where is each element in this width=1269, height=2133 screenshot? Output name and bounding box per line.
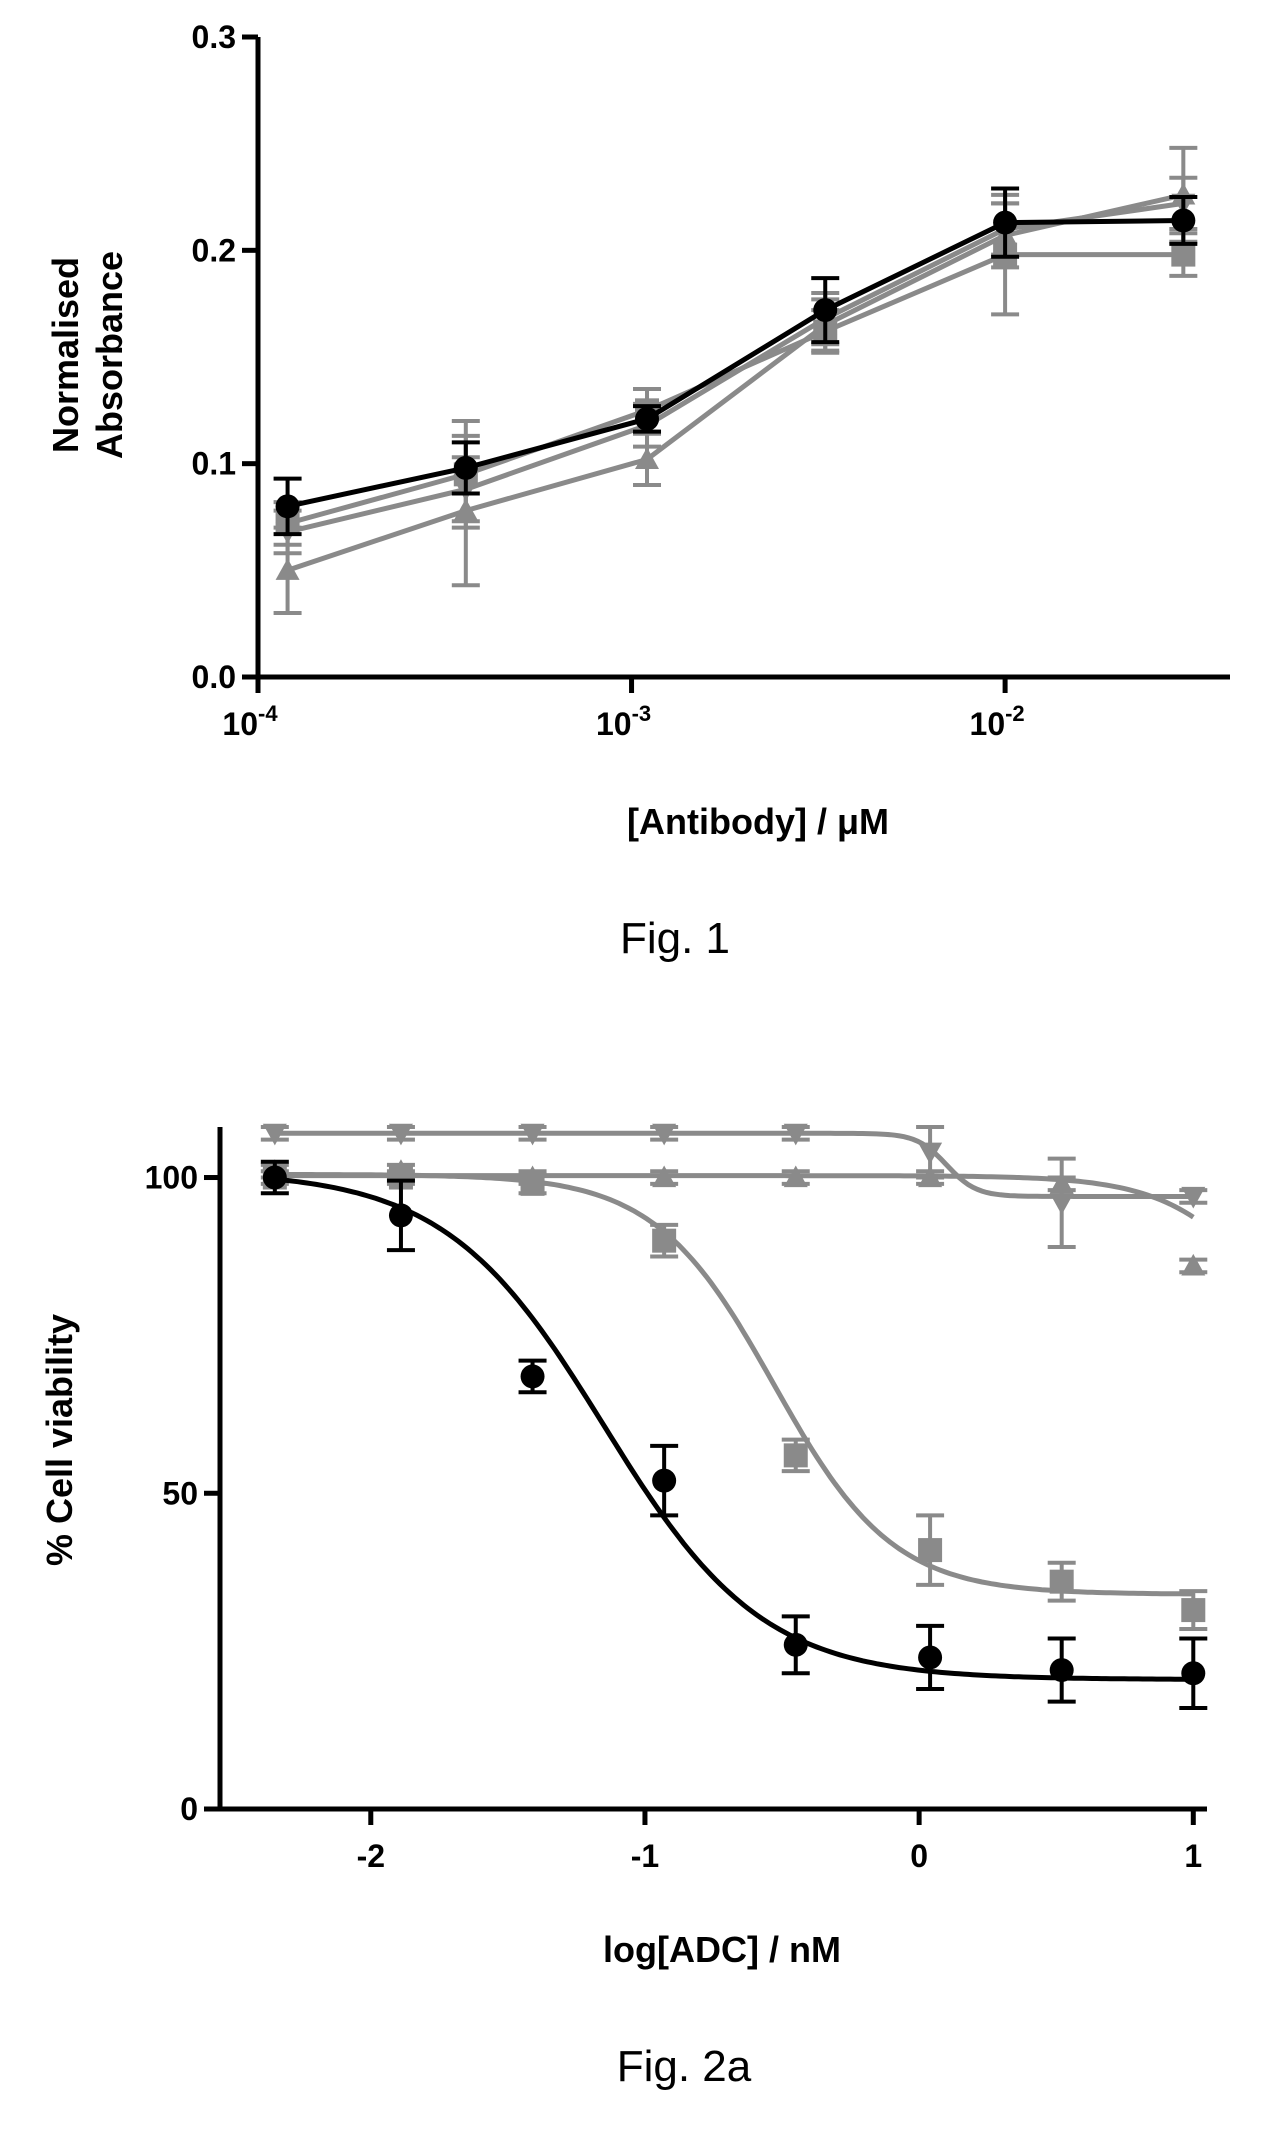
chart-fig1: 0.0 0.1 0.2 0.3 10-4 10-3 10-2 Normalised Abs… xyxy=(45,19,1230,963)
y-tick-label-fig2a: 100 xyxy=(145,1160,198,1196)
y-tick-label-fig1: 0.0 xyxy=(192,659,236,695)
y-tick-label-fig1: 0.3 xyxy=(192,19,236,55)
x-ticks-fig1: 10-4 10-3 10-2 xyxy=(222,677,1025,742)
caption-fig1: Fig. 1 xyxy=(620,914,730,963)
data-point-circle-fig2a xyxy=(1181,1661,1206,1686)
y-tick-label-fig1: 0.2 xyxy=(192,232,236,268)
data-point-triangle-up-fig1 xyxy=(1171,182,1196,205)
data-point-circle-fig2a xyxy=(388,1203,413,1228)
data-point-circle-fig2a xyxy=(918,1645,943,1670)
data-point-circle-fig1 xyxy=(453,455,478,480)
y-axis-label-fig2a: % Cell viability xyxy=(39,1314,80,1566)
data-point-triangle-up-fig1 xyxy=(275,558,300,580)
y-ticks-fig1: 0.0 0.1 0.2 0.3 xyxy=(192,19,258,695)
x-axis-label-fig1: [Antibody] / μM xyxy=(627,801,889,842)
data-point-square-fig2a xyxy=(918,1538,943,1563)
data-point-triangle-up-fig2a xyxy=(1049,1171,1074,1194)
y-tick-label-fig1: 0.1 xyxy=(192,446,236,482)
data-point-circle-fig2a xyxy=(783,1632,808,1657)
y-axis-label-line1-fig1: Normalised xyxy=(45,257,86,453)
fit-curve-triangle-down-fig2a xyxy=(274,1130,1194,1199)
series-line-circle-fig1 xyxy=(287,218,1184,509)
chart-fig2a: 0 50 100 -2 -1 0 1 % Cell viability log[ADC] … xyxy=(39,1123,1208,2091)
fit-curve-circle-fig2a xyxy=(274,1176,1194,1682)
y-ticks-fig2a: 0 50 100 xyxy=(145,1160,220,1827)
x-tick-label-fig2a: -2 xyxy=(357,1838,385,1874)
data-point-triangle-down-fig2a xyxy=(388,1123,413,1146)
data-point-triangle-down-fig2a xyxy=(783,1123,808,1146)
caption-fig2a: Fig. 2a xyxy=(617,2042,752,2091)
data-point-square-fig2a xyxy=(1049,1569,1074,1594)
plot-area-fig1 xyxy=(273,145,1198,615)
data-point-triangle-down-fig2a xyxy=(262,1123,287,1146)
data-point-triangle-up-fig2a xyxy=(1181,1253,1206,1276)
data-point-square-fig1 xyxy=(1171,242,1196,267)
x-axis-label-fig2a: log[ADC] / nM xyxy=(603,1929,841,1970)
data-point-triangle-down-fig2a xyxy=(1181,1186,1206,1209)
data-point-circle-fig1 xyxy=(635,406,660,431)
y-tick-label-fig2a: 0 xyxy=(180,1791,198,1827)
x-tick-label-fig1: 10-2 xyxy=(970,701,1025,742)
series-line-triangle-up-fig1 xyxy=(286,192,1184,573)
plot-area-fig2a xyxy=(260,1123,1208,1710)
data-point-circle-fig2a xyxy=(1049,1658,1074,1683)
data-point-circle-fig1 xyxy=(993,210,1018,235)
x-tick-label-fig2a: 1 xyxy=(1184,1838,1202,1874)
data-point-circle-fig2a xyxy=(262,1165,287,1190)
data-point-triangle-down-fig2a xyxy=(520,1123,545,1146)
data-point-square-fig2a xyxy=(1181,1598,1206,1623)
fit-curve-square-fig2a xyxy=(274,1172,1194,1597)
data-point-circle-fig2a xyxy=(520,1364,545,1389)
data-point-triangle-down-fig2a xyxy=(1049,1193,1074,1215)
data-point-circle-fig1 xyxy=(813,298,838,323)
x-tick-label-fig2a: -1 xyxy=(631,1838,659,1874)
data-point-square-fig2a xyxy=(520,1171,545,1196)
data-point-square-fig2a xyxy=(783,1443,808,1468)
x-tick-label-fig1: 10-4 xyxy=(222,701,278,742)
series-triangle-up-fig1 xyxy=(273,145,1198,615)
series-circle-fig2a xyxy=(260,1159,1208,1710)
y-axis-label-line2-fig1: Absorbance xyxy=(89,251,130,459)
y-tick-label-fig2a: 50 xyxy=(162,1475,198,1511)
data-point-triangle-up-fig2a xyxy=(652,1165,677,1188)
data-point-circle-fig1 xyxy=(1171,208,1196,233)
data-point-triangle-down-fig2a xyxy=(918,1142,943,1165)
x-tick-label-fig2a: 0 xyxy=(910,1838,928,1874)
data-point-circle-fig2a xyxy=(652,1468,677,1493)
data-point-triangle-up-fig1 xyxy=(635,447,660,469)
data-point-triangle-down-fig2a xyxy=(652,1123,677,1146)
series-square-fig1 xyxy=(273,192,1198,547)
data-point-circle-fig1 xyxy=(275,494,300,519)
data-point-triangle-up-fig2a xyxy=(918,1165,943,1188)
series-line-square-fig1 xyxy=(286,252,1184,526)
x-tick-label-fig1: 10-3 xyxy=(596,701,651,742)
data-point-square-fig2a xyxy=(652,1228,677,1253)
x-ticks-fig2a: -2 -1 0 1 xyxy=(357,1809,1202,1874)
series-circle-fig1 xyxy=(273,186,1198,537)
data-point-triangle-up-fig2a xyxy=(783,1165,808,1188)
